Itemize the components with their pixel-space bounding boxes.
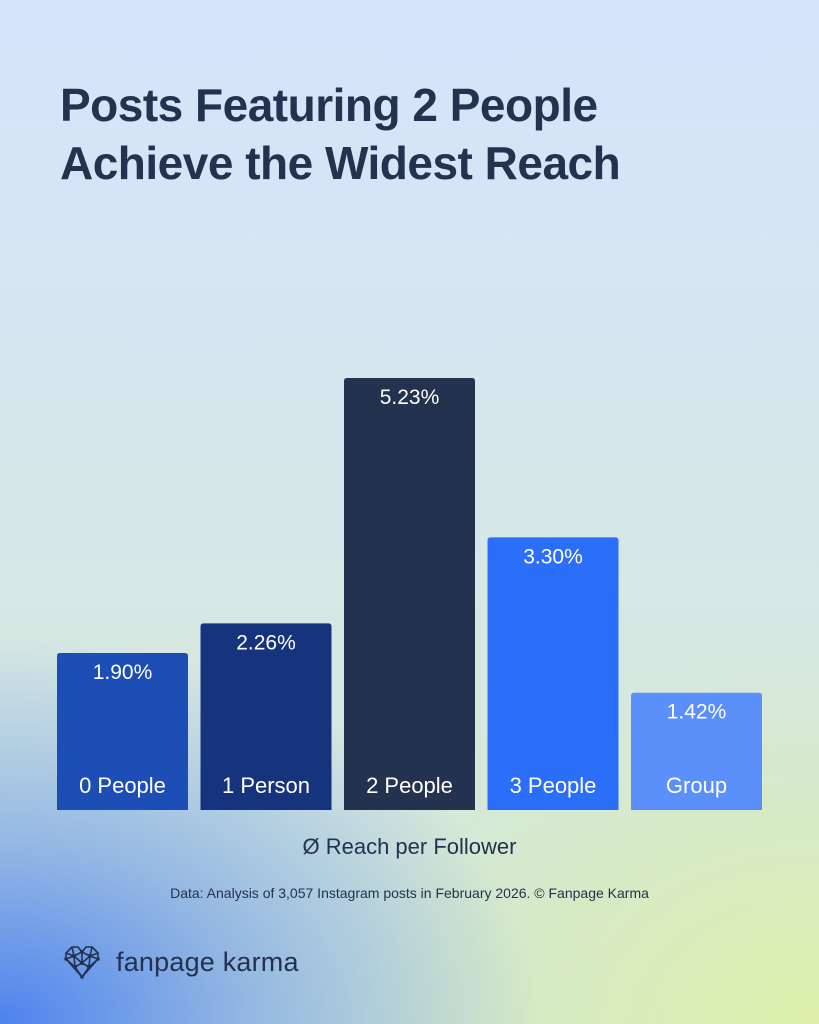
x-axis-label: Ø Reach per Follower (302, 834, 517, 859)
category-label: Group (666, 773, 727, 798)
value-label: 1.42% (667, 701, 727, 724)
bar-3-people (487, 537, 619, 810)
bar-chart: 1.90% 0 People 2.26% 1 Person 5.23% 2 People 3… (57, 378, 762, 810)
category-label: 0 People (79, 773, 166, 798)
bar-1-person (200, 623, 332, 810)
value-label: 2.26% (236, 631, 296, 654)
chart-title-line-1: Posts Featuring 2 People (60, 79, 598, 131)
category-label: 1 Person (222, 773, 310, 798)
brand-logo: fanpage karma (62, 942, 299, 982)
category-label: 2 People (366, 773, 453, 798)
bar-2-people (344, 378, 475, 810)
source-note: Data: Analysis of 3,057 Instagram posts … (170, 885, 649, 901)
chart-title-line-2: Achieve the Widest Reach (60, 137, 621, 189)
value-label: 1.90% (93, 661, 153, 684)
bar-0-people (57, 653, 188, 810)
value-label: 5.23% (380, 386, 440, 409)
value-label: 3.30% (523, 545, 583, 568)
chart-title: Posts Featuring 2 People Achieve the Wid… (60, 76, 760, 192)
bar-group (631, 692, 762, 810)
brand-name: fanpage karma (116, 946, 299, 977)
heart-network-icon (64, 946, 100, 979)
category-label: 3 People (510, 773, 597, 798)
